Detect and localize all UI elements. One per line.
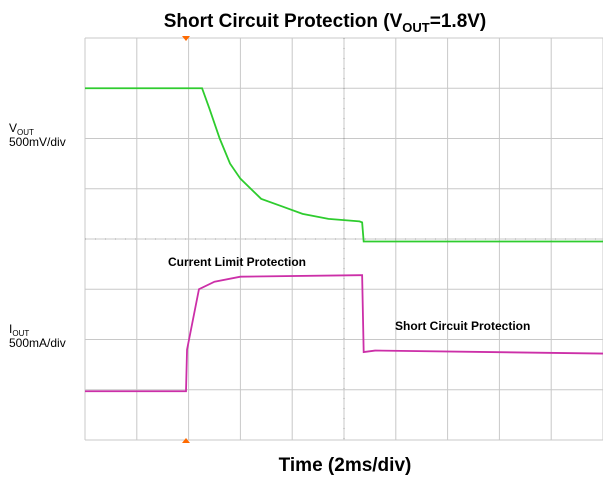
annotation: Current Limit Protection <box>168 255 306 269</box>
title-after: =1.8V) <box>430 11 487 32</box>
channel-sub: OUT <box>17 128 34 137</box>
channel-label: VOUT <box>9 121 34 137</box>
channel-name: I <box>9 322 12 336</box>
title-text: Short Circuit Protection (V <box>164 11 403 32</box>
x-axis-label: Time (2ms/div) <box>279 455 412 476</box>
title-sub: OUT <box>402 20 430 35</box>
channel-name: V <box>9 121 17 135</box>
chart-title: Short Circuit Protection (VOUT=1.8V) <box>164 11 487 35</box>
trigger-marker <box>182 36 190 41</box>
channel-scale: 500mV/div <box>9 135 66 149</box>
channel-scale: 500mA/div <box>9 336 66 350</box>
trace <box>85 87 603 243</box>
annotation: Short Circuit Protection <box>395 319 530 333</box>
trace <box>85 274 603 393</box>
channel-label: IOUT <box>9 322 29 338</box>
channel-sub: OUT <box>12 329 29 338</box>
trigger-marker <box>182 438 190 443</box>
